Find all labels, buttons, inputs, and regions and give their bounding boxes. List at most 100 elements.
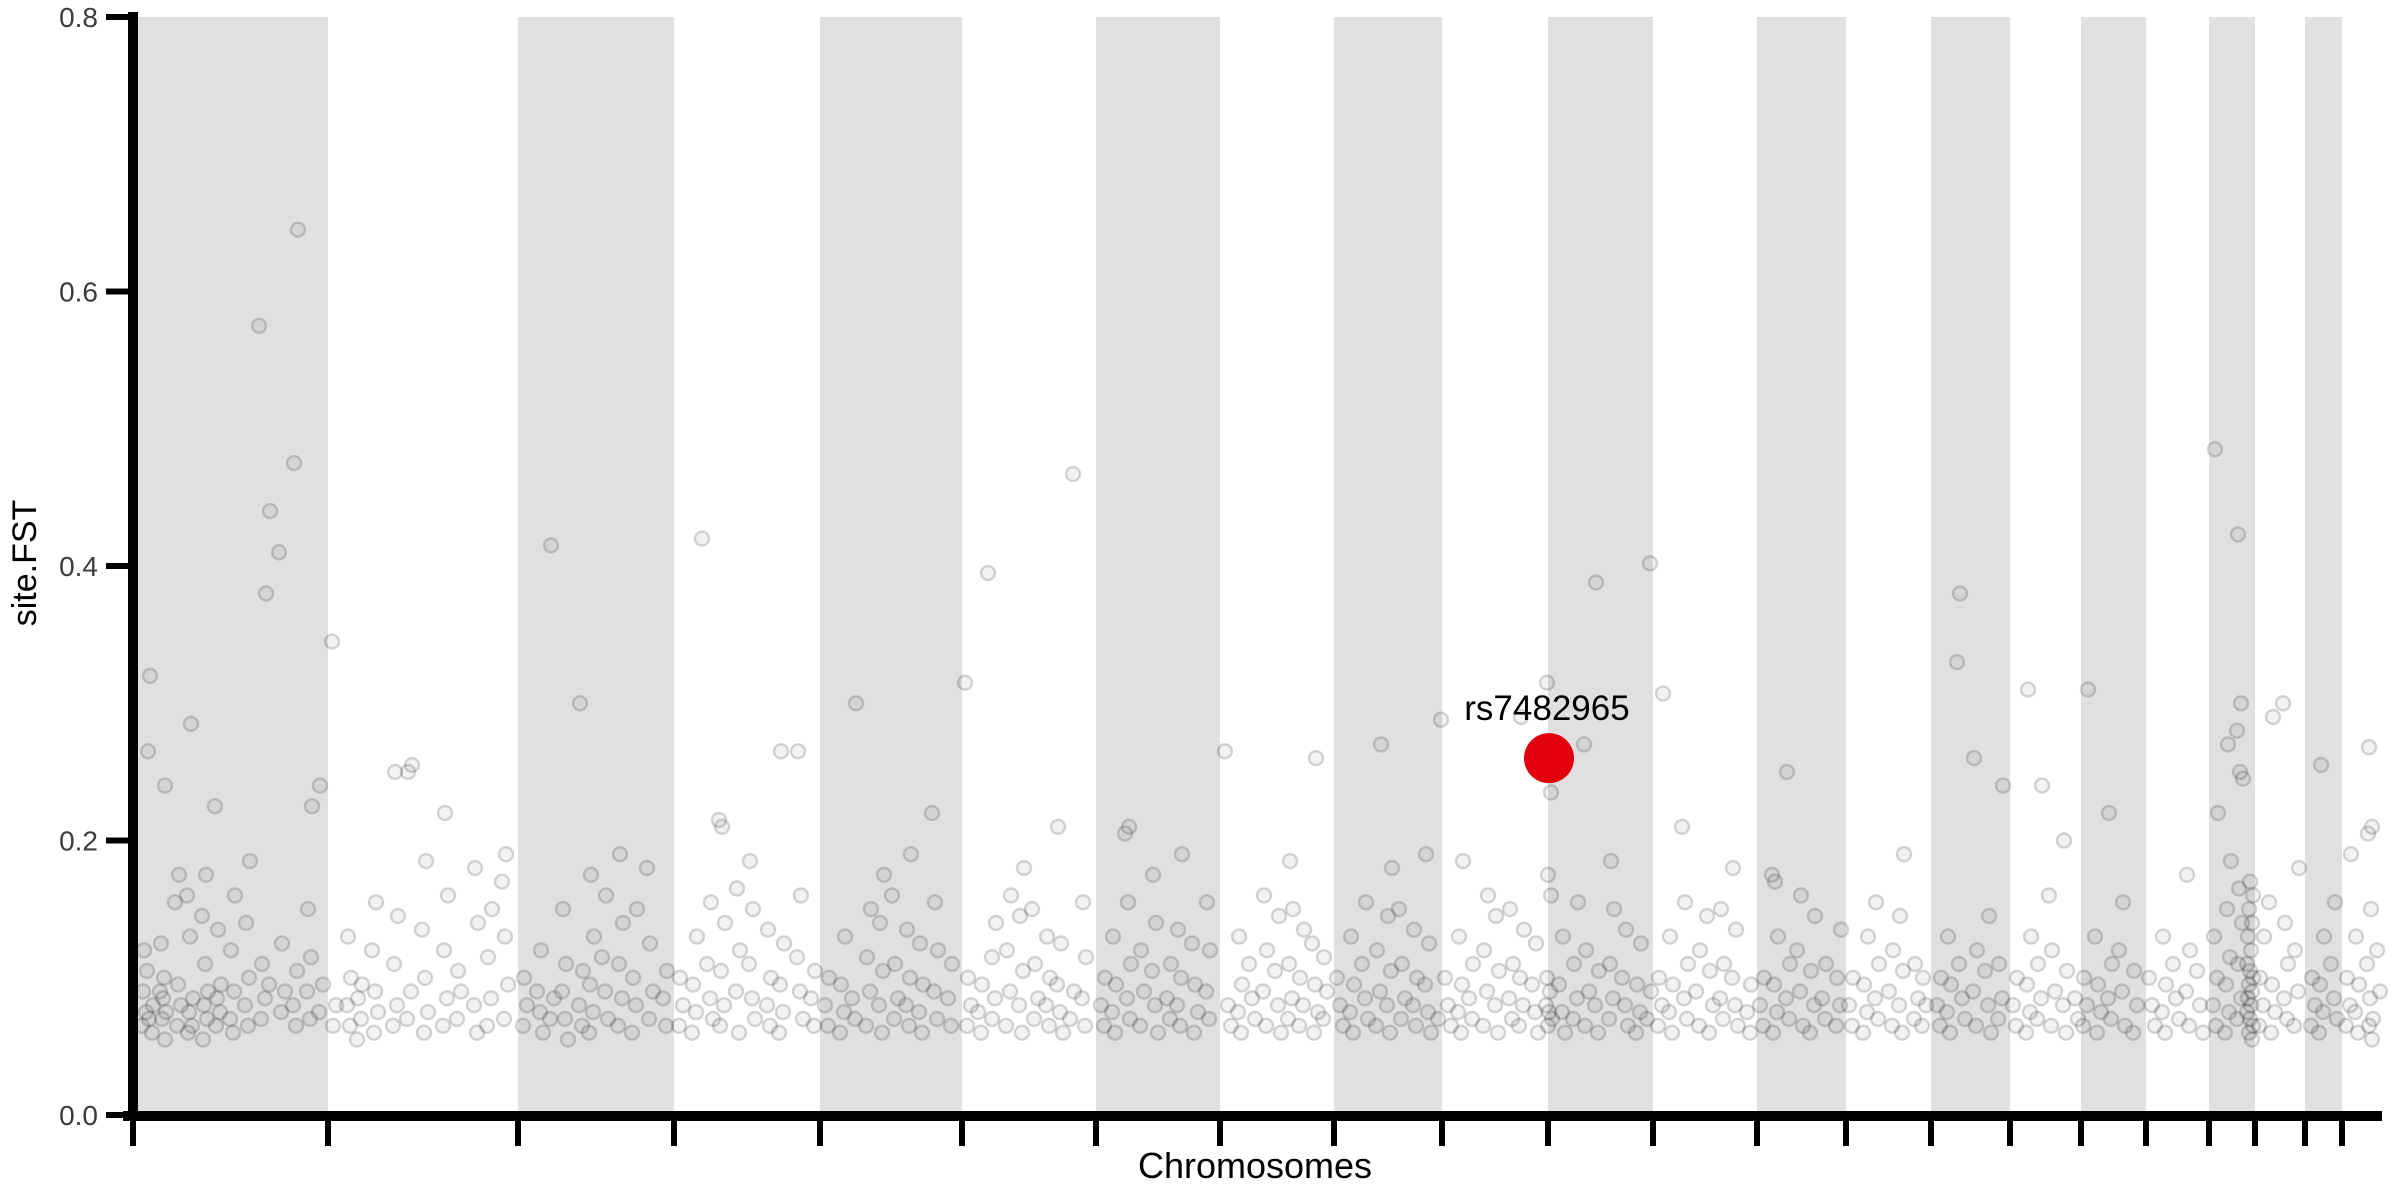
scatter-point bbox=[2314, 1003, 2332, 1021]
y-tick bbox=[106, 837, 128, 844]
scatter-point bbox=[1041, 969, 1059, 986]
scatter-point bbox=[497, 846, 515, 863]
scatter-point bbox=[2205, 928, 2223, 945]
scatter-point bbox=[1489, 1024, 1507, 1041]
scatter-point bbox=[1122, 955, 1140, 973]
scatter-point bbox=[1617, 921, 1635, 938]
scatter-point bbox=[365, 1024, 383, 1041]
scatter-point bbox=[518, 997, 536, 1014]
scatter-point bbox=[942, 1017, 960, 1035]
scatter-point bbox=[1932, 969, 1950, 986]
scatter-point bbox=[181, 928, 199, 945]
scatter-point bbox=[929, 942, 947, 959]
scatter-point bbox=[1452, 1024, 1470, 1041]
scatter-point bbox=[1602, 852, 1620, 870]
scatter-point bbox=[1272, 1024, 1290, 1041]
y-tick-label: 0.6 bbox=[59, 277, 98, 308]
scatter-point bbox=[1909, 990, 1927, 1007]
scatter-point bbox=[1953, 990, 1971, 1007]
scatter-point bbox=[901, 969, 919, 986]
x-tick bbox=[1331, 1121, 1337, 1146]
scatter-point bbox=[311, 777, 329, 794]
scatter-point bbox=[580, 1024, 598, 1041]
scatter-point bbox=[2240, 976, 2258, 993]
scatter-point bbox=[2264, 708, 2282, 726]
scatter-point bbox=[2157, 976, 2175, 993]
scatter-point bbox=[556, 1010, 574, 1028]
scatter-point bbox=[1306, 976, 1324, 993]
scatter-point bbox=[2230, 880, 2248, 897]
scatter-point bbox=[1104, 928, 1122, 945]
scatter-point bbox=[2017, 1024, 2035, 1041]
chromosome-band bbox=[820, 17, 962, 1111]
scatter-point bbox=[1135, 983, 1153, 1000]
scatter-point bbox=[1576, 1017, 1594, 1035]
scatter-point bbox=[1146, 997, 1164, 1014]
scatter-point bbox=[1893, 1024, 1911, 1041]
scatter-point bbox=[1052, 935, 1070, 952]
scatter-point bbox=[2238, 1003, 2256, 1021]
scatter-point bbox=[531, 1003, 549, 1021]
scatter-point bbox=[883, 887, 901, 904]
scatter-point bbox=[1982, 1024, 2000, 1041]
scatter-point bbox=[2341, 997, 2359, 1014]
scatter-point bbox=[791, 983, 809, 1000]
scatter-point bbox=[2125, 962, 2143, 980]
scatter-point bbox=[193, 907, 211, 925]
scatter-point bbox=[1858, 1003, 1876, 1021]
scatter-point bbox=[1712, 900, 1730, 918]
scatter-point bbox=[2286, 942, 2304, 959]
scatter-point bbox=[1305, 1024, 1323, 1041]
scatter-point bbox=[1232, 1024, 1250, 1041]
scatter-point bbox=[1450, 928, 1468, 945]
scatter-point bbox=[155, 969, 173, 986]
x-tick bbox=[2007, 1121, 2013, 1146]
scatter-point bbox=[1515, 921, 1533, 938]
scatter-point bbox=[156, 777, 174, 794]
scatter-point bbox=[469, 914, 487, 932]
scatter-point bbox=[179, 1024, 197, 1041]
scatter-point bbox=[2243, 983, 2261, 1000]
scatter-point bbox=[2078, 997, 2096, 1014]
scatter-point bbox=[250, 317, 268, 334]
scatter-point bbox=[1601, 955, 1619, 973]
scatter-point bbox=[1353, 955, 1371, 973]
scatter-point bbox=[802, 990, 820, 1007]
scatter-point bbox=[2360, 1017, 2378, 1035]
scatter-point bbox=[195, 997, 213, 1014]
scatter-point bbox=[1653, 997, 1671, 1014]
scatter-point bbox=[1632, 935, 1650, 952]
scatter-point bbox=[2244, 969, 2262, 986]
scatter-point bbox=[1844, 969, 1862, 986]
scatter-point bbox=[2114, 894, 2132, 911]
scatter-point bbox=[1913, 1017, 1931, 1035]
scatter-point bbox=[998, 942, 1016, 959]
scatter-point bbox=[1328, 969, 1346, 986]
scatter-point bbox=[1173, 846, 1191, 863]
scatter-point bbox=[1183, 935, 1201, 952]
scatter-point bbox=[1715, 955, 1733, 973]
scatter-point bbox=[2209, 804, 2227, 822]
scatter-point bbox=[2250, 1017, 2268, 1035]
scatter-point bbox=[542, 537, 560, 554]
scatter-point bbox=[239, 1017, 257, 1035]
scatter-point bbox=[2113, 983, 2131, 1000]
scatter-point bbox=[2241, 873, 2259, 890]
chromosome-band bbox=[1096, 17, 1220, 1111]
scatter-point bbox=[1780, 1010, 1798, 1028]
scatter-point bbox=[2058, 962, 2076, 980]
scatter-point bbox=[911, 935, 929, 952]
scatter-point bbox=[284, 997, 302, 1014]
scatter-point bbox=[1103, 1003, 1121, 1021]
scatter-point bbox=[712, 962, 730, 980]
scatter-point bbox=[323, 633, 341, 650]
scatter-point bbox=[1890, 997, 1908, 1014]
scatter-point bbox=[1015, 859, 1033, 877]
scatter-point bbox=[1510, 1017, 1528, 1035]
scatter-point bbox=[794, 1010, 812, 1028]
scatter-point bbox=[402, 983, 420, 1000]
scatter-point bbox=[1478, 983, 1496, 1000]
scatter-point bbox=[1675, 990, 1693, 1007]
scatter-point bbox=[438, 990, 456, 1007]
scatter-point bbox=[2007, 1017, 2025, 1035]
